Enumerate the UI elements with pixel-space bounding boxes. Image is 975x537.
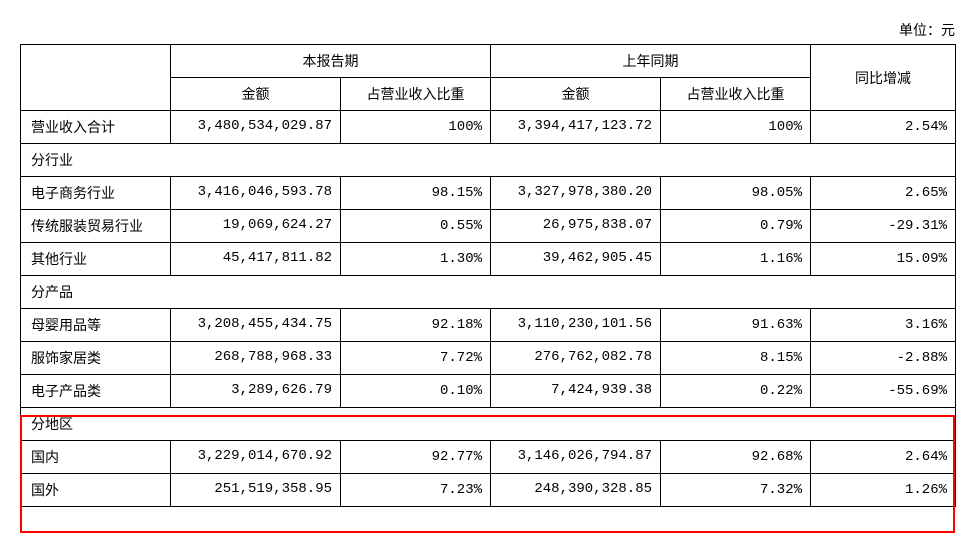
cur-amount: 3,289,626.79 [171, 375, 341, 408]
pri-amount: 3,327,978,380.20 [491, 177, 661, 210]
pri-pct: 8.15% [661, 342, 811, 375]
cur-pct: 0.10% [341, 375, 491, 408]
table-container: 单位：元 本报告期 上年同期 同比增减 金额 占营业收入比重 金额 占营业收入比… [20, 20, 955, 507]
pri-amount: 26,975,838.07 [491, 210, 661, 243]
yoy-delta: 15.09% [811, 243, 956, 276]
cur-pct: 98.15% [341, 177, 491, 210]
table-row: 电子商务行业3,416,046,593.7898.15%3,327,978,38… [21, 177, 956, 210]
cur-amount: 19,069,624.27 [171, 210, 341, 243]
pri-amount: 276,762,082.78 [491, 342, 661, 375]
yoy-delta: 3.16% [811, 309, 956, 342]
table-row: 国内3,229,014,670.9292.77%3,146,026,794.87… [21, 441, 956, 474]
pri-pct: 1.16% [661, 243, 811, 276]
section-header-row: 分产品 [21, 276, 956, 309]
yoy-delta: 2.65% [811, 177, 956, 210]
unit-label: 单位：元 [20, 20, 955, 40]
yoy-delta: 2.64% [811, 441, 956, 474]
section-title: 分地区 [21, 408, 956, 441]
pri-pct: 7.32% [661, 474, 811, 507]
yoy-delta: -55.69% [811, 375, 956, 408]
pri-pct: 98.05% [661, 177, 811, 210]
cur-amount: 3,229,014,670.92 [171, 441, 341, 474]
table-row: 传统服装贸易行业19,069,624.270.55%26,975,838.070… [21, 210, 956, 243]
header-current-period: 本报告期 [171, 45, 491, 78]
pri-pct: 0.22% [661, 375, 811, 408]
cur-amount: 45,417,811.82 [171, 243, 341, 276]
pri-pct: 0.79% [661, 210, 811, 243]
header-pri-amount: 金额 [491, 78, 661, 111]
cur-amount: 3,416,046,593.78 [171, 177, 341, 210]
header-cur-pct: 占营业收入比重 [341, 78, 491, 111]
table-header: 本报告期 上年同期 同比增减 金额 占营业收入比重 金额 占营业收入比重 [21, 45, 956, 111]
header-prior-period: 上年同期 [491, 45, 811, 78]
cur-amount: 251,519,358.95 [171, 474, 341, 507]
section-title: 分产品 [21, 276, 956, 309]
row-label: 营业收入合计 [21, 111, 171, 144]
row-label: 电子产品类 [21, 375, 171, 408]
cur-pct: 1.30% [341, 243, 491, 276]
cur-amount: 268,788,968.33 [171, 342, 341, 375]
pri-amount: 248,390,328.85 [491, 474, 661, 507]
table-row: 母婴用品等3,208,455,434.7592.18%3,110,230,101… [21, 309, 956, 342]
yoy-delta: -29.31% [811, 210, 956, 243]
yoy-delta: -2.88% [811, 342, 956, 375]
cur-pct: 7.23% [341, 474, 491, 507]
pri-pct: 92.68% [661, 441, 811, 474]
cur-pct: 0.55% [341, 210, 491, 243]
header-cur-amount: 金额 [171, 78, 341, 111]
pri-pct: 91.63% [661, 309, 811, 342]
section-header-row: 分地区 [21, 408, 956, 441]
pri-amount: 3,394,417,123.72 [491, 111, 661, 144]
row-label: 电子商务行业 [21, 177, 171, 210]
pri-amount: 3,110,230,101.56 [491, 309, 661, 342]
row-label: 服饰家居类 [21, 342, 171, 375]
cur-pct: 92.77% [341, 441, 491, 474]
table-row: 国外251,519,358.957.23%248,390,328.857.32%… [21, 474, 956, 507]
table-row: 其他行业45,417,811.821.30%39,462,905.451.16%… [21, 243, 956, 276]
pri-amount: 7,424,939.38 [491, 375, 661, 408]
yoy-delta: 1.26% [811, 474, 956, 507]
pri-pct: 100% [661, 111, 811, 144]
pri-amount: 3,146,026,794.87 [491, 441, 661, 474]
header-yoy: 同比增减 [811, 45, 956, 111]
header-blank [21, 45, 171, 111]
yoy-delta: 2.54% [811, 111, 956, 144]
row-label: 其他行业 [21, 243, 171, 276]
cur-pct: 100% [341, 111, 491, 144]
cur-pct: 7.72% [341, 342, 491, 375]
header-pri-pct: 占营业收入比重 [661, 78, 811, 111]
row-label: 国内 [21, 441, 171, 474]
table-row: 服饰家居类268,788,968.337.72%276,762,082.788.… [21, 342, 956, 375]
row-label: 国外 [21, 474, 171, 507]
revenue-table: 本报告期 上年同期 同比增减 金额 占营业收入比重 金额 占营业收入比重 营业收… [20, 44, 956, 507]
row-label: 传统服装贸易行业 [21, 210, 171, 243]
row-label: 母婴用品等 [21, 309, 171, 342]
cur-pct: 92.18% [341, 309, 491, 342]
table-row: 电子产品类3,289,626.790.10%7,424,939.380.22%-… [21, 375, 956, 408]
cur-amount: 3,480,534,029.87 [171, 111, 341, 144]
table-body: 营业收入合计3,480,534,029.87100%3,394,417,123.… [21, 111, 956, 507]
pri-amount: 39,462,905.45 [491, 243, 661, 276]
section-header-row: 分行业 [21, 144, 956, 177]
section-title: 分行业 [21, 144, 956, 177]
table-row: 营业收入合计3,480,534,029.87100%3,394,417,123.… [21, 111, 956, 144]
cur-amount: 3,208,455,434.75 [171, 309, 341, 342]
